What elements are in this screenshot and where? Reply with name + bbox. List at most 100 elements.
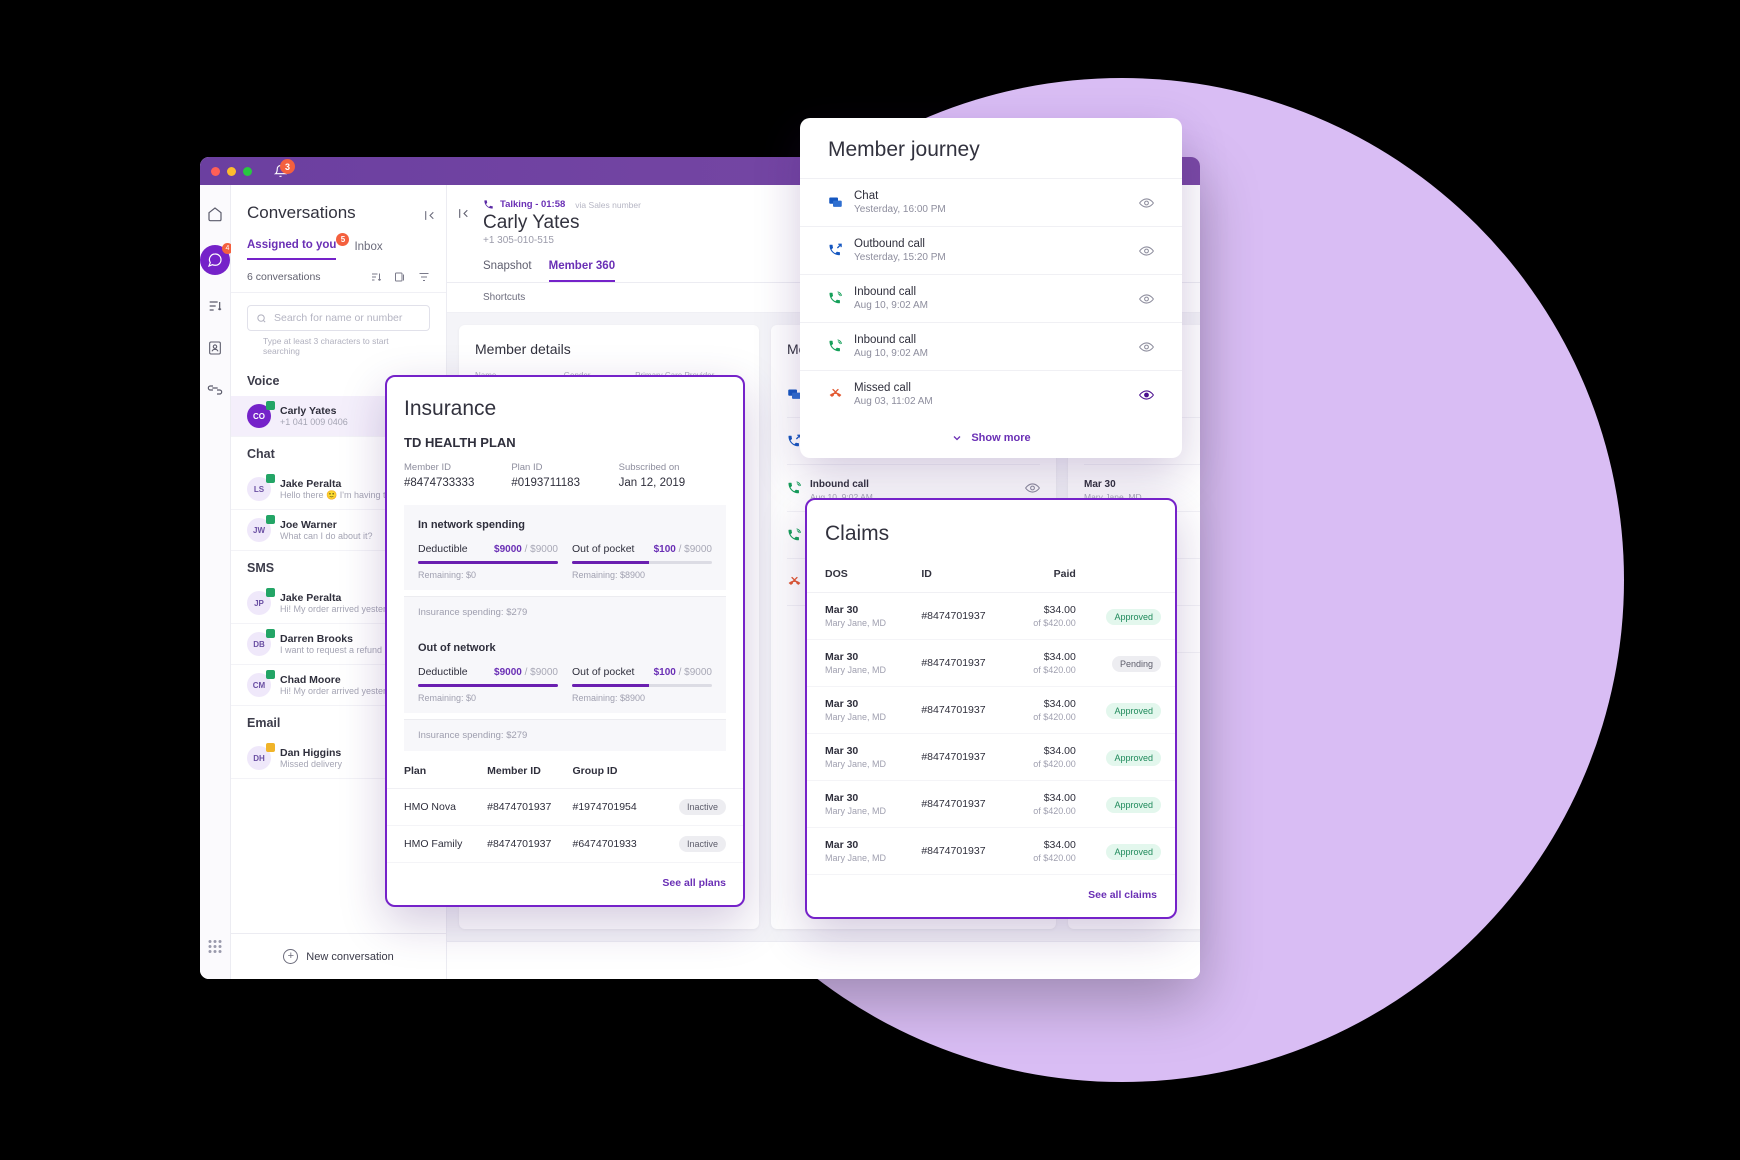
claim-id: #8474701937 (921, 827, 1015, 875)
tab-inbox[interactable]: Inbox (354, 241, 382, 260)
insurance-meta-value: Jan 12, 2019 (618, 477, 686, 489)
eye-icon[interactable] (1139, 341, 1154, 353)
avatar-initials: JW (253, 525, 265, 535)
outbound-call-icon (828, 243, 843, 258)
member-journey-item[interactable]: Chat Yesterday, 16:00 PM (800, 178, 1182, 226)
meter-fill (418, 561, 558, 564)
claim-paid: $34.00 (1043, 839, 1076, 851)
claim-paid: $34.00 (1043, 651, 1076, 663)
member-details-title: Member details (475, 341, 571, 357)
insurance-networks: In network spending Deductible $9000 / $90… (387, 505, 743, 751)
status-badge: Inactive (678, 799, 726, 815)
eye-icon[interactable] (1139, 389, 1154, 401)
new-conversation-button[interactable]: + New conversation (231, 933, 446, 979)
meter-bar (418, 684, 558, 687)
eye-icon[interactable] (1025, 482, 1040, 494)
eye-icon[interactable] (1139, 197, 1154, 209)
meter-max: / $9000 (678, 544, 712, 555)
claim-doctor: Mary Jane, MD (825, 759, 887, 769)
claims-column-header: ID (921, 568, 1015, 593)
claims-table-body[interactable]: Mar 30 Mary Jane, MD #8474701937 $34.00 of $… (807, 592, 1175, 875)
plan-row[interactable]: HMO Nova #8474701937 #1974701954 Inactive (387, 788, 743, 826)
claim-id: #8474701937 (921, 686, 1015, 734)
claim-date: Mar 30 (1084, 479, 1116, 490)
claims-panel-title: Claims (825, 522, 890, 545)
eye-icon[interactable] (1139, 245, 1154, 257)
inbound-call-icon (828, 339, 843, 354)
member-journey-item[interactable]: Inbound call Aug 10, 9:02 AM (800, 322, 1182, 370)
insurance-spending: Insurance spending: $279 (404, 596, 726, 628)
see-all-claims-link[interactable]: See all claims (1088, 889, 1157, 901)
insurance-spending: Insurance spending: $279 (404, 719, 726, 751)
search-box[interactable] (247, 305, 430, 331)
tab-assigned-to-you[interactable]: Assigned to you 5 (247, 233, 350, 260)
chat-icon (787, 387, 802, 402)
claims-row[interactable]: Mar 30 Mary Jane, MD #8474701937 $34.00 of $… (807, 592, 1175, 640)
sort-icon[interactable] (370, 271, 382, 283)
journey-name: Inbound call (810, 479, 869, 490)
conversations-icon[interactable]: 4 (200, 243, 233, 275)
status-badge: Approved (1106, 609, 1161, 625)
eye-icon[interactable] (1139, 293, 1154, 305)
tab-member-360[interactable]: Member 360 (548, 260, 616, 282)
filter-icon[interactable] (418, 271, 430, 283)
spending-meter: Deductible $9000 / $9000 Remaining: $0 (418, 666, 558, 703)
show-more-button[interactable]: Show more (800, 418, 1182, 450)
claim-doctor: Mary Jane, MD (825, 806, 887, 816)
avatar-initials: DH (253, 753, 265, 763)
claims-row[interactable]: Mar 30 Mary Jane, MD #8474701937 $34.00 of $… (807, 686, 1175, 734)
collapse-panel-icon[interactable] (423, 209, 436, 222)
reports-icon[interactable] (204, 295, 226, 317)
insurance-meta-field: Plan ID #0193711183 (511, 462, 618, 489)
claims-column-header: Paid (1014, 568, 1076, 593)
claims-row[interactable]: Mar 30 Mary Jane, MD #8474701937 $34.00 of $… (807, 827, 1175, 875)
home-icon[interactable] (204, 203, 226, 225)
claims-row[interactable]: Mar 30 Mary Jane, MD #8474701937 $34.00 of $… (807, 639, 1175, 687)
network-block: In network spending Deductible $9000 / $90… (404, 505, 726, 590)
avatar: CO (247, 401, 275, 428)
member-journey-item[interactable]: Outbound call Yesterday, 15:20 PM (800, 226, 1182, 274)
member-journey-list[interactable]: Chat Yesterday, 16:00 PM Outbound call Yest… (800, 178, 1182, 418)
active-call-icon (483, 199, 494, 210)
channel-badge-icon (266, 670, 275, 679)
insurance-meta-label: Member ID (404, 462, 451, 473)
notification-bell-icon[interactable]: 3 (274, 159, 295, 178)
inbound-call-icon (787, 480, 802, 496)
avatar: JP (247, 588, 275, 615)
meter-max: / $9000 (524, 667, 558, 678)
insurance-network-block: Out of network Deductible $9000 / $9000 Rem… (387, 628, 743, 751)
collapse-conversations-icon[interactable] (457, 207, 470, 220)
see-all-plans-link[interactable]: See all plans (662, 877, 726, 889)
insurance-meta-value: #0193711183 (511, 477, 580, 489)
claim-status-cell: Approved (1075, 592, 1175, 640)
window-minimize-button[interactable] (227, 166, 236, 176)
plan-row[interactable]: HMO Family #8474701937 #6474701933 Inactive (387, 825, 743, 863)
member-journey-item[interactable]: Missed call Aug 03, 11:02 AM (800, 370, 1182, 418)
contacts-icon[interactable] (204, 337, 226, 359)
links-icon[interactable] (204, 379, 226, 401)
avatar: CM (247, 670, 275, 697)
window-close-button[interactable] (211, 166, 220, 176)
call-status-text: Talking - 01:58 (500, 199, 566, 210)
meter-max: / $9000 (678, 667, 712, 678)
claim-total: of $420.00 (1033, 712, 1076, 722)
search-input[interactable] (274, 312, 421, 324)
avatar: JW (247, 515, 275, 542)
plan-status-cell: Inactive (657, 825, 743, 863)
claims-row[interactable]: Mar 30 Mary Jane, MD #8474701937 $34.00 of $… (807, 780, 1175, 828)
member-journey-item[interactable]: Inbound call Aug 10, 9:02 AM (800, 274, 1182, 322)
plan-member-id: #8474701937 (487, 788, 573, 826)
tab-snapshot[interactable]: Snapshot (483, 260, 532, 272)
plans-table-header: Plan Member ID Group ID (387, 765, 743, 789)
conversation-group-label: Voice (247, 374, 280, 388)
member-journey-item-name: Inbound call (854, 334, 917, 346)
window-maximize-button[interactable] (243, 166, 252, 176)
meter-top: Out of pocket $100 / $9000 (572, 666, 712, 678)
claims-row[interactable]: Mar 30 Mary Jane, MD #8474701937 $34.00 of $… (807, 733, 1175, 781)
layout-icon[interactable] (394, 271, 406, 283)
meter-bar (418, 561, 558, 564)
claim-date: Mar 30 (825, 698, 859, 710)
apps-grid-icon[interactable] (208, 940, 222, 953)
plans-table-body[interactable]: HMO Nova #8474701937 #1974701954 Inactive HM… (387, 788, 743, 863)
avatar: LS (247, 474, 275, 501)
